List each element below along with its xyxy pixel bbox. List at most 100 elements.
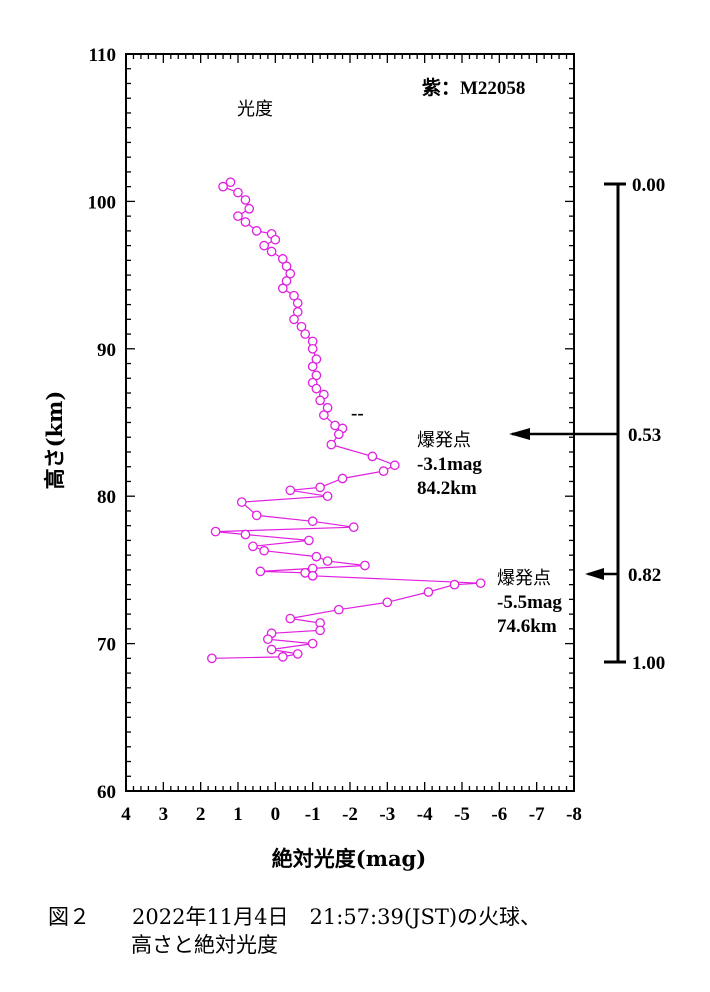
burst-1-mag: -3.1mag <box>417 454 482 475</box>
burst-2-arrowhead <box>585 568 604 580</box>
figure-caption: 図２ 2022年11月4日 21:57:39(JST)の火球、高さと絶対光度 <box>48 903 541 959</box>
y-tick-label: 60 <box>97 782 116 803</box>
data-point <box>326 439 337 450</box>
scale-label-2: 0.82 <box>628 565 661 586</box>
series-label: 光度 <box>237 99 273 120</box>
y-tick-label: 110 <box>89 45 116 66</box>
x-tick-label: -7 <box>529 804 545 825</box>
data-point <box>311 383 322 394</box>
data-point <box>292 298 303 308</box>
x-tick-label: -6 <box>491 804 507 825</box>
data-point <box>307 343 318 354</box>
x-tick-label: 2 <box>196 804 206 825</box>
x-tick-label: 1 <box>233 804 243 825</box>
plot-frame <box>125 53 575 792</box>
data-point <box>233 187 243 198</box>
data-point <box>225 177 236 188</box>
x-tick-label: 0 <box>271 804 281 825</box>
data-point <box>236 497 247 507</box>
x-tick-label: 3 <box>159 804 169 825</box>
data-point <box>311 370 322 381</box>
data-point <box>218 181 228 192</box>
y-axis-title: 高さ(km) <box>42 391 67 490</box>
data-point <box>240 529 251 540</box>
data-point <box>322 402 333 413</box>
data-point <box>289 314 299 325</box>
data-point <box>296 321 307 332</box>
data-point <box>307 570 318 581</box>
data-point <box>292 649 303 659</box>
plot-border <box>125 53 575 792</box>
data-point <box>315 625 325 636</box>
x-tick-label: -3 <box>379 804 395 825</box>
data-point <box>285 485 296 496</box>
caption-line-1: 図２ 2022年11月4日 21:57:39(JST)の火球、 <box>48 905 542 929</box>
data-point <box>244 203 255 214</box>
x-tick-label: -8 <box>566 804 582 825</box>
data-point <box>210 526 221 537</box>
data-point <box>266 246 277 257</box>
y-tick-labels: 60 70 80 90 100 110 <box>88 45 117 803</box>
data-point <box>240 195 251 205</box>
x-tick-label: -1 <box>305 804 321 825</box>
data-point <box>311 551 322 562</box>
data-point <box>285 613 296 624</box>
data-point <box>248 541 258 552</box>
burst-2-title: 爆発点 <box>497 568 551 589</box>
series-line <box>211 181 481 659</box>
marker-dash: -- <box>351 403 364 424</box>
data-point <box>382 597 393 608</box>
scale-label-0: 0.00 <box>632 175 665 196</box>
axis-ticks <box>125 53 575 792</box>
data-point <box>277 283 288 294</box>
data-point <box>270 234 281 245</box>
data-point <box>277 254 288 264</box>
y-tick-label: 80 <box>97 487 116 508</box>
x-tick-label: -5 <box>454 804 470 825</box>
data-point <box>233 211 243 221</box>
data-point <box>277 652 288 662</box>
data-point <box>423 587 434 597</box>
burst-1-title: 爆発点 <box>417 430 471 451</box>
data-point <box>348 522 359 533</box>
x-axis-title: 絶対光度(mag) <box>272 846 426 871</box>
x-tick-labels: 4 3 2 1 0 -1 -2 -3 -4 -5 -6 -7 -8 <box>121 804 582 825</box>
y-tick-label: 100 <box>88 192 117 213</box>
x-tick-label: -4 <box>417 804 433 825</box>
data-point <box>207 653 217 664</box>
scale-label-1: 0.53 <box>628 425 661 446</box>
data-point <box>240 217 251 227</box>
burst-annotation-1: 爆発点 -3.1mag 84.2km <box>417 430 482 499</box>
data-point <box>333 429 344 440</box>
data-point <box>322 556 333 566</box>
data-point <box>251 226 262 236</box>
station-label: 紫：M22058 <box>422 77 525 99</box>
data-point <box>263 634 273 645</box>
data-point <box>315 482 325 493</box>
data-point <box>378 466 389 476</box>
y-tick-label: 70 <box>97 635 116 656</box>
data-point <box>259 545 269 556</box>
data-point <box>292 307 303 317</box>
data-point <box>367 451 378 462</box>
burst-annotation-2: 爆発点 -5.5mag 74.6km <box>497 568 562 637</box>
data-point <box>259 240 269 251</box>
x-tick-label: -2 <box>342 804 358 825</box>
data-point <box>319 410 329 420</box>
data-point <box>307 638 318 649</box>
data-point <box>449 579 460 590</box>
caption-line-2: 高さと絶対光度 <box>131 933 278 957</box>
burst-2-height: 74.6km <box>497 616 557 637</box>
data-point <box>360 560 370 571</box>
data-point <box>475 578 486 589</box>
x-tick-label: 4 <box>121 804 131 825</box>
burst-1-arrowhead <box>509 428 530 440</box>
data-point <box>337 473 348 484</box>
data-point <box>389 460 400 471</box>
data-point <box>300 329 311 339</box>
data-point <box>307 361 318 372</box>
data-point <box>289 290 299 301</box>
series-points <box>207 177 486 664</box>
burst-2-mag: -5.5mag <box>497 592 562 613</box>
y-tick-label: 90 <box>97 340 116 361</box>
